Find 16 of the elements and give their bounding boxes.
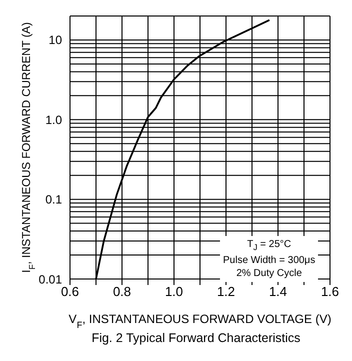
x-tick-label: 1.2 <box>216 284 236 300</box>
x-tick-label: 0.6 <box>60 284 80 300</box>
annotation: Pulse Width = 300μs <box>223 255 316 266</box>
x-tick-label: 1.0 <box>164 284 184 300</box>
y-tick-label: 0.1 <box>45 192 62 207</box>
condition-note: T$_{J}$ = 25°C Pulse Width = 300μs 2% Duty Cycle <box>220 236 318 282</box>
x-tick-label: 1.6 <box>320 284 340 300</box>
x-tick-label: 1.4 <box>268 284 288 300</box>
y-tick-label: 10 <box>48 33 62 48</box>
caption: Fig. 2 Typical Forward Characteristics <box>92 331 300 345</box>
x-axis-title: V$_{F}$, INSTANTANEOUS FORWARD VOLTAGE (V) <box>68 312 332 330</box>
y-tick-label: 0.01 <box>38 272 62 286</box>
annotation: T$_{J}$ = 25°C <box>247 239 292 252</box>
x-tick-label: 0.8 <box>112 284 132 300</box>
annotation: 2% Duty Cycle <box>236 268 302 279</box>
y-tick-label: 1.0 <box>45 112 62 127</box>
